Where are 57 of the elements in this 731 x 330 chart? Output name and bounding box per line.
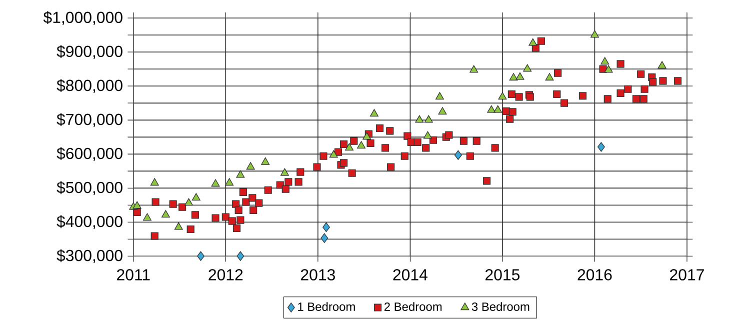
point (516, 72, 524, 80)
x-tick-label: 2017 (670, 269, 704, 280)
point (658, 61, 666, 68)
point (498, 92, 507, 100)
point (415, 115, 424, 123)
point (590, 30, 599, 38)
point (184, 198, 194, 206)
legend-label: 2 Bedroom (384, 302, 442, 311)
point (142, 213, 152, 221)
point (600, 56, 610, 64)
point (211, 179, 220, 187)
point (528, 38, 538, 46)
point (438, 106, 447, 114)
y-tick-label: $700,000 (56, 113, 122, 127)
y-tick-label: $1,000,000 (43, 11, 122, 25)
legend-label: 1 Bedroom (298, 302, 355, 311)
point (150, 178, 159, 186)
point (280, 168, 289, 176)
point (192, 193, 200, 200)
point (357, 140, 366, 148)
y-tick-label: $300,000 (56, 249, 122, 263)
point (322, 222, 330, 232)
point (345, 143, 354, 150)
y-tick-label: $500,000 (56, 181, 122, 195)
x-tick-label: 2011 (117, 269, 150, 280)
point (236, 170, 245, 178)
y-tick-label: $600,000 (56, 147, 122, 161)
point (320, 233, 328, 243)
point (597, 142, 605, 152)
point (435, 92, 444, 100)
x-tick-label: 2012 (208, 269, 243, 280)
x-tick-label: 2014 (393, 269, 428, 280)
legend-label: 3 Bedroom (472, 302, 530, 311)
point (545, 72, 554, 80)
x-tick-label: 2013 (300, 269, 335, 280)
point (174, 222, 183, 230)
point (470, 65, 478, 73)
point (370, 109, 378, 116)
point (225, 178, 234, 186)
point (246, 162, 255, 170)
y-tick-label: $800,000 (56, 79, 122, 93)
point (494, 105, 502, 113)
point (236, 251, 244, 261)
point (487, 105, 496, 113)
y-tick-label: $900,000 (56, 45, 122, 59)
x-tick-label: 2016 (578, 269, 612, 280)
point (261, 157, 270, 165)
point (197, 251, 204, 261)
point (523, 64, 532, 72)
x-tick-label: 2015 (486, 269, 520, 280)
point (424, 115, 433, 123)
point (132, 201, 142, 209)
point (454, 150, 462, 160)
point (509, 72, 518, 80)
point (161, 210, 170, 218)
point (423, 131, 432, 139)
y-tick-label: $400,000 (56, 215, 122, 229)
